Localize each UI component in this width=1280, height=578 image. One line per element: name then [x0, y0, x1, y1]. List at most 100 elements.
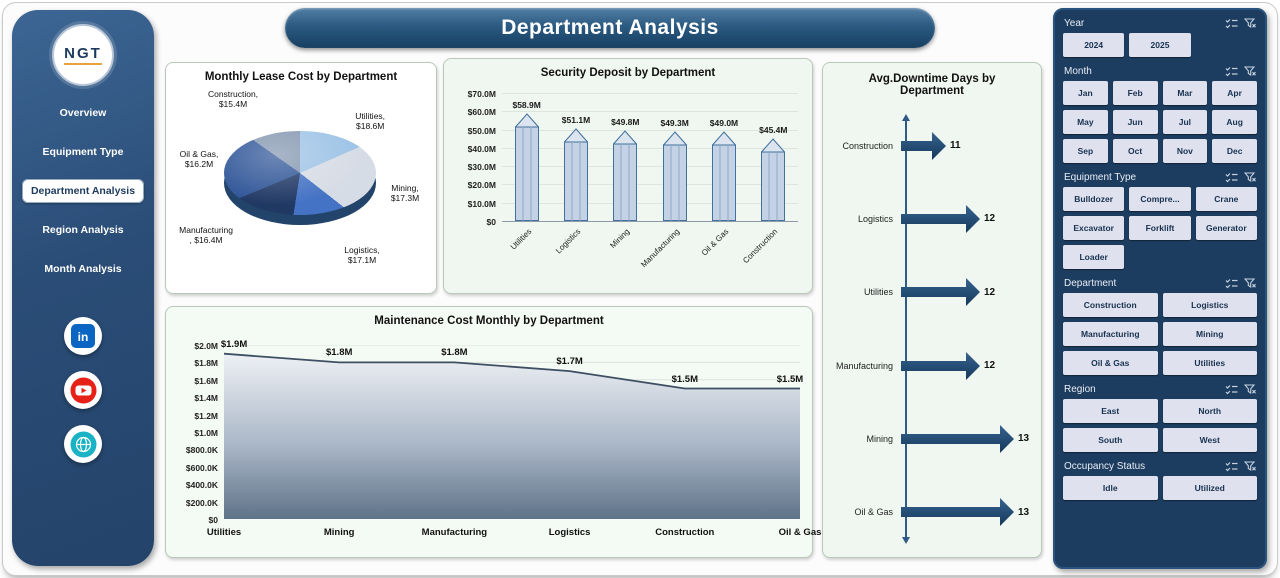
slicer-option-feb[interactable]: Feb — [1112, 81, 1158, 105]
slicer-option-2024[interactable]: 2024 — [1063, 33, 1125, 57]
slicer-option-generator[interactable]: Generator — [1195, 216, 1257, 240]
slicer-option-west[interactable]: West — [1162, 428, 1257, 452]
clear-filter-icon[interactable] — [1244, 384, 1256, 395]
slicer-option-2025[interactable]: 2025 — [1129, 33, 1191, 57]
slicer-option-jun[interactable]: Jun — [1112, 110, 1158, 134]
x-label-construction: Construction — [741, 227, 780, 266]
pencil-bar-manufacturing: $49.3M — [658, 118, 692, 221]
slicer-title-year: Year — [1064, 18, 1085, 29]
sidebar-item-overview[interactable]: Overview — [59, 107, 107, 119]
slicer-option-mining[interactable]: Mining — [1162, 322, 1257, 346]
slicer-option-may[interactable]: May — [1063, 110, 1108, 134]
y-tick: $1.0M — [194, 428, 218, 438]
slicer-option-north[interactable]: North — [1162, 399, 1257, 423]
y-tick: $40.0M — [467, 143, 496, 154]
gridline — [502, 202, 798, 204]
pencil-bar-chart: $70.0M $60.0M $50.0M $40.0M $30.0M $20.0M $10.… — [454, 89, 802, 287]
youtube-icon[interactable] — [64, 371, 102, 409]
sidebar-item-equipment-type[interactable]: Equipment Type — [42, 146, 124, 158]
slicer-option-idle[interactable]: Idle — [1063, 476, 1158, 500]
gridline — [502, 184, 798, 186]
slicer-option-sep[interactable]: Sep — [1063, 139, 1108, 163]
pencil-glyph — [613, 130, 638, 221]
multiselect-icon[interactable] — [1225, 384, 1238, 395]
slicer-title-region: Region — [1064, 384, 1096, 395]
gridline — [502, 129, 798, 131]
youtube-glyph — [70, 377, 96, 403]
slicer-option-dec[interactable]: Dec — [1212, 139, 1257, 163]
page-title: Department Analysis — [501, 16, 719, 39]
website-icon[interactable] — [64, 425, 102, 463]
slicer-option-south[interactable]: South — [1063, 428, 1158, 452]
slicer-option-oct[interactable]: Oct — [1112, 139, 1158, 163]
multiselect-icon[interactable] — [1225, 66, 1238, 77]
pie-label-logistics: Logistics, $17.1M — [344, 245, 380, 266]
point-value-label: $1.7M — [556, 356, 583, 368]
slicer-header-icons — [1225, 66, 1256, 77]
pencil-glyph — [711, 131, 736, 221]
slicer-option-logistics[interactable]: Logistics — [1162, 293, 1257, 317]
slicer-option-utilized[interactable]: Utilized — [1162, 476, 1257, 500]
pie-gloss — [224, 131, 376, 215]
slicer-option-jul[interactable]: Jul — [1162, 110, 1208, 134]
y-tick: $0 — [486, 217, 496, 227]
sidebar-item-region-analysis[interactable]: Region Analysis — [42, 224, 124, 236]
multiselect-icon[interactable] — [1225, 18, 1238, 29]
multiselect-icon[interactable] — [1225, 278, 1238, 289]
slicer-title-month: Month — [1064, 66, 1092, 77]
slicer-header-icons — [1225, 172, 1256, 183]
slicer-option-jan[interactable]: Jan — [1063, 81, 1108, 105]
downtime-value: 13 — [1018, 506, 1030, 518]
linkedin-icon[interactable]: in — [64, 317, 102, 355]
y-tick: $0 — [208, 515, 218, 525]
slicer-option-crane[interactable]: Crane — [1195, 187, 1257, 211]
sidebar-item-month-analysis[interactable]: Month Analysis — [44, 263, 122, 275]
slicer-option-excavator[interactable]: Excavator — [1063, 216, 1125, 240]
chart-title-maintenance-cost: Maintenance Cost Monthly by Department — [374, 315, 604, 327]
sidebar-item-department-analysis[interactable]: Department Analysis — [22, 179, 144, 203]
slicer-option-aug[interactable]: Aug — [1212, 110, 1257, 134]
bar-value-label: $49.8M — [611, 117, 640, 127]
slicer-option-construction[interactable]: Construction — [1063, 293, 1158, 317]
pencil-glyph — [514, 113, 539, 221]
x-axis-labels: Utilities Logistics Mining Manufacturing Oil… — [502, 225, 798, 287]
slicer-option-forklift[interactable]: Forklift — [1129, 216, 1191, 240]
slicer-option-oil-gas[interactable]: Oil & Gas — [1063, 351, 1158, 375]
panel-security-deposit: Security Deposit by Department $70.0M $60… — [443, 58, 813, 294]
page-title-banner: Department Analysis — [285, 8, 935, 48]
x-label-utilities: Utilities — [508, 227, 534, 252]
downtime-row-oil-gas: Oil & Gas 13 — [827, 476, 1037, 549]
downtime-value: 12 — [984, 360, 996, 372]
slicer-option-compre[interactable]: Compre... — [1129, 187, 1191, 211]
slicer-option-east[interactable]: East — [1063, 399, 1158, 423]
clear-filter-icon[interactable] — [1244, 18, 1256, 29]
downtime-row-logistics: Logistics 12 — [827, 182, 1037, 255]
slicer-option-apr[interactable]: Apr — [1212, 81, 1257, 105]
clear-filter-icon[interactable] — [1244, 278, 1256, 289]
panel-maintenance-cost: Maintenance Cost Monthly by Department $… — [165, 306, 821, 558]
multiselect-icon[interactable] — [1225, 461, 1238, 472]
downtime-chart: Construction 11 Logistics 12 Utilities 12 M… — [827, 109, 1037, 549]
gridline — [502, 166, 798, 168]
pencil-bar-utilities: $58.9M — [510, 100, 544, 221]
pie — [224, 131, 376, 215]
slicer-header-icons — [1225, 278, 1256, 289]
chart-title-avg-downtime: Avg.Downtime Days by Department — [868, 73, 996, 97]
bar-value-label: $51.1M — [561, 115, 591, 125]
bar-value-label: $45.4M — [759, 125, 788, 135]
slicer-option-bulldozer[interactable]: Bulldozer — [1063, 187, 1125, 211]
clear-filter-icon[interactable] — [1244, 66, 1256, 77]
slicer-option-mar[interactable]: Mar — [1162, 81, 1208, 105]
clear-filter-icon[interactable] — [1244, 172, 1256, 183]
clear-filter-icon[interactable] — [1244, 461, 1256, 472]
pie-label-construction: Construction, $15.4M — [207, 89, 259, 110]
slicer-options: Bulldozer Compre... Crane Excavator Forklift… — [1063, 187, 1257, 269]
slicer-option-nov[interactable]: Nov — [1162, 139, 1208, 163]
slicer-option-manufacturing[interactable]: Manufacturing — [1063, 322, 1158, 346]
slicer-option-utilities[interactable]: Utilities — [1162, 351, 1257, 375]
slicer-options: Jan Feb Mar Apr May Jun Jul Aug Sep Oct Nov Dec — [1063, 81, 1257, 163]
multiselect-icon[interactable] — [1225, 172, 1238, 183]
slicer-option-loader[interactable]: Loader — [1063, 245, 1125, 269]
y-tick: $50.0M — [467, 125, 496, 136]
